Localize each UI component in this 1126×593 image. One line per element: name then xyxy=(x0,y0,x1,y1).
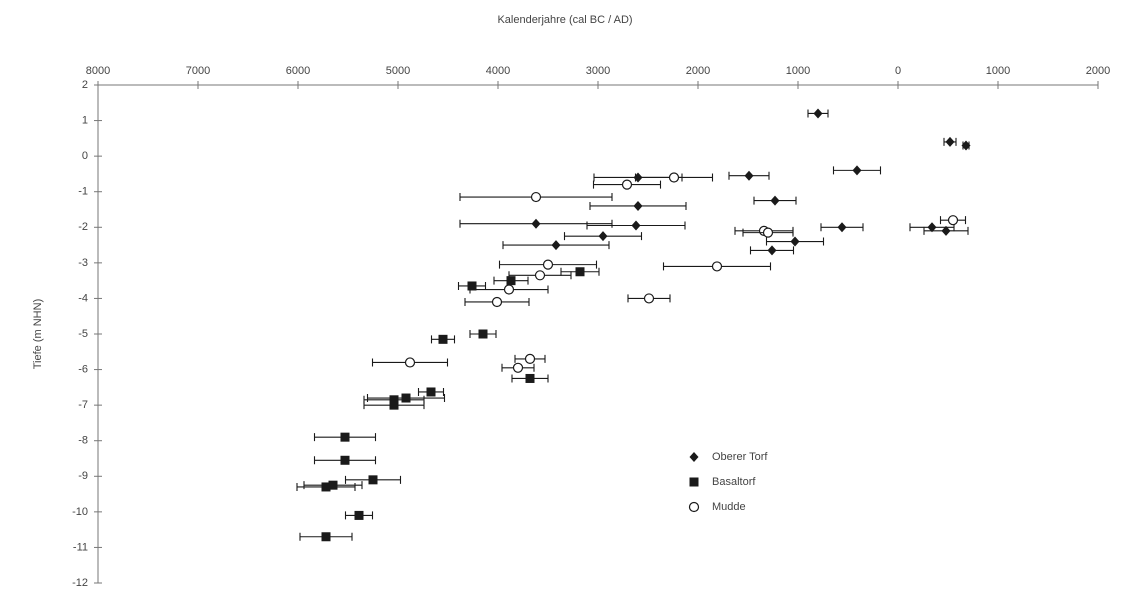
x-tick-label: 2000 xyxy=(1086,65,1110,77)
x-tick-label: 1000 xyxy=(786,65,810,77)
point xyxy=(467,281,477,291)
point xyxy=(512,362,524,373)
point xyxy=(340,455,350,465)
y-tick-label: -4 xyxy=(78,292,88,304)
point xyxy=(711,261,723,272)
legend-label: Oberer Torf xyxy=(712,451,768,463)
y-tick-label: -9 xyxy=(78,470,88,482)
point xyxy=(643,293,655,304)
y-tick-label: -12 xyxy=(72,577,88,589)
point xyxy=(328,480,338,490)
point xyxy=(368,475,378,485)
point xyxy=(947,215,959,226)
x-tick-label: 0 xyxy=(895,65,901,77)
x-tick-label: 5000 xyxy=(386,65,410,77)
point xyxy=(551,240,561,251)
legend-label: Basaltorf xyxy=(712,476,756,488)
point xyxy=(503,284,515,295)
point xyxy=(668,172,680,183)
y-tick-label: -2 xyxy=(78,221,88,233)
point xyxy=(478,329,488,339)
point xyxy=(945,136,955,147)
y-tick-label: -3 xyxy=(78,257,88,269)
x-tick-label: 7000 xyxy=(186,65,210,77)
point xyxy=(506,276,516,286)
x-tick-label: 3000 xyxy=(586,65,610,77)
point xyxy=(525,373,535,383)
y-axis-label: Tiefe (m NHN) xyxy=(32,299,44,369)
point xyxy=(426,387,436,397)
y-tick-label: 1 xyxy=(82,114,88,126)
point xyxy=(389,400,399,410)
point xyxy=(354,510,364,520)
point xyxy=(542,259,554,270)
point xyxy=(575,267,585,277)
point xyxy=(404,357,416,368)
point xyxy=(941,225,951,236)
point xyxy=(534,270,546,281)
point xyxy=(837,222,847,233)
y-tick-label: -6 xyxy=(78,363,88,375)
point xyxy=(961,140,971,151)
legend-label: Mudde xyxy=(712,501,746,513)
point xyxy=(530,191,542,203)
y-tick-label: 0 xyxy=(82,150,88,162)
legend-marker xyxy=(689,477,699,487)
point xyxy=(744,170,754,181)
point xyxy=(401,393,411,403)
point xyxy=(762,227,774,238)
point xyxy=(321,482,331,492)
point xyxy=(790,236,800,247)
x-tick-label: 4000 xyxy=(486,65,510,77)
point xyxy=(621,179,633,190)
y-tick-label: -5 xyxy=(78,328,88,340)
legend-marker xyxy=(689,452,699,462)
y-tick-label: -7 xyxy=(78,399,88,411)
point xyxy=(491,296,503,308)
x-tick-label: 2000 xyxy=(686,65,710,77)
point xyxy=(389,395,399,405)
point xyxy=(321,532,331,542)
x-tick-label: 1000 xyxy=(986,65,1010,77)
point xyxy=(340,432,350,442)
y-tick-label: 2 xyxy=(82,79,88,91)
point xyxy=(531,218,541,229)
y-tick-label: -10 xyxy=(72,506,88,518)
point xyxy=(438,334,448,344)
point xyxy=(927,222,937,233)
point xyxy=(852,165,862,176)
point xyxy=(813,108,823,119)
chart-title: Kalenderjahre (cal BC / AD) xyxy=(497,14,632,26)
point xyxy=(767,245,777,256)
y-tick-label: -11 xyxy=(73,541,88,553)
point xyxy=(770,195,780,206)
y-tick-label: -8 xyxy=(78,435,88,447)
y-tick-label: -1 xyxy=(78,186,88,198)
legend-marker xyxy=(688,501,700,513)
point xyxy=(631,220,641,231)
point xyxy=(524,353,536,364)
x-tick-label: 6000 xyxy=(286,65,310,77)
x-tick-label: 8000 xyxy=(86,65,110,77)
point xyxy=(633,200,643,211)
point xyxy=(598,231,608,242)
